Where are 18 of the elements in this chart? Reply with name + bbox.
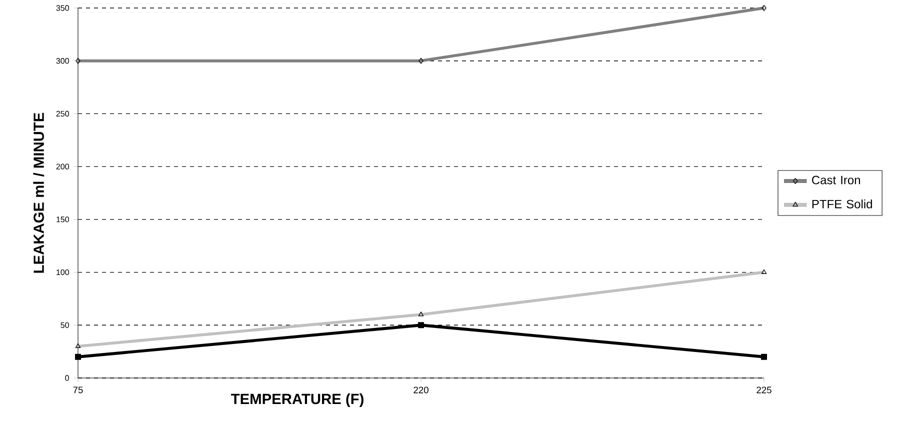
y-tick-label: 200: [56, 164, 69, 170]
legend-label: Cast Iron: [812, 176, 860, 184]
y-tick-label: 50: [60, 322, 69, 328]
x-axis-title: TEMPERATURE (F): [231, 393, 364, 408]
point: [418, 322, 424, 328]
y-tick-label: 100: [56, 269, 69, 276]
x-tick-label: 75: [73, 386, 83, 394]
y-axis-title: LEAKAGE ml / MINUTE: [33, 112, 44, 273]
x-tick-label: 220: [414, 386, 428, 394]
y-tick-label: 350: [56, 5, 69, 11]
point: [761, 354, 768, 360]
y-tick-label: 300: [56, 58, 69, 64]
y-tick-label: 250: [56, 110, 69, 117]
x-tick-label: 225: [756, 386, 772, 394]
point: [75, 354, 82, 360]
legend-label: PTFE Solid: [812, 200, 872, 208]
y-tick-label: 150: [56, 216, 69, 222]
y-tick-label: 0: [65, 375, 69, 381]
